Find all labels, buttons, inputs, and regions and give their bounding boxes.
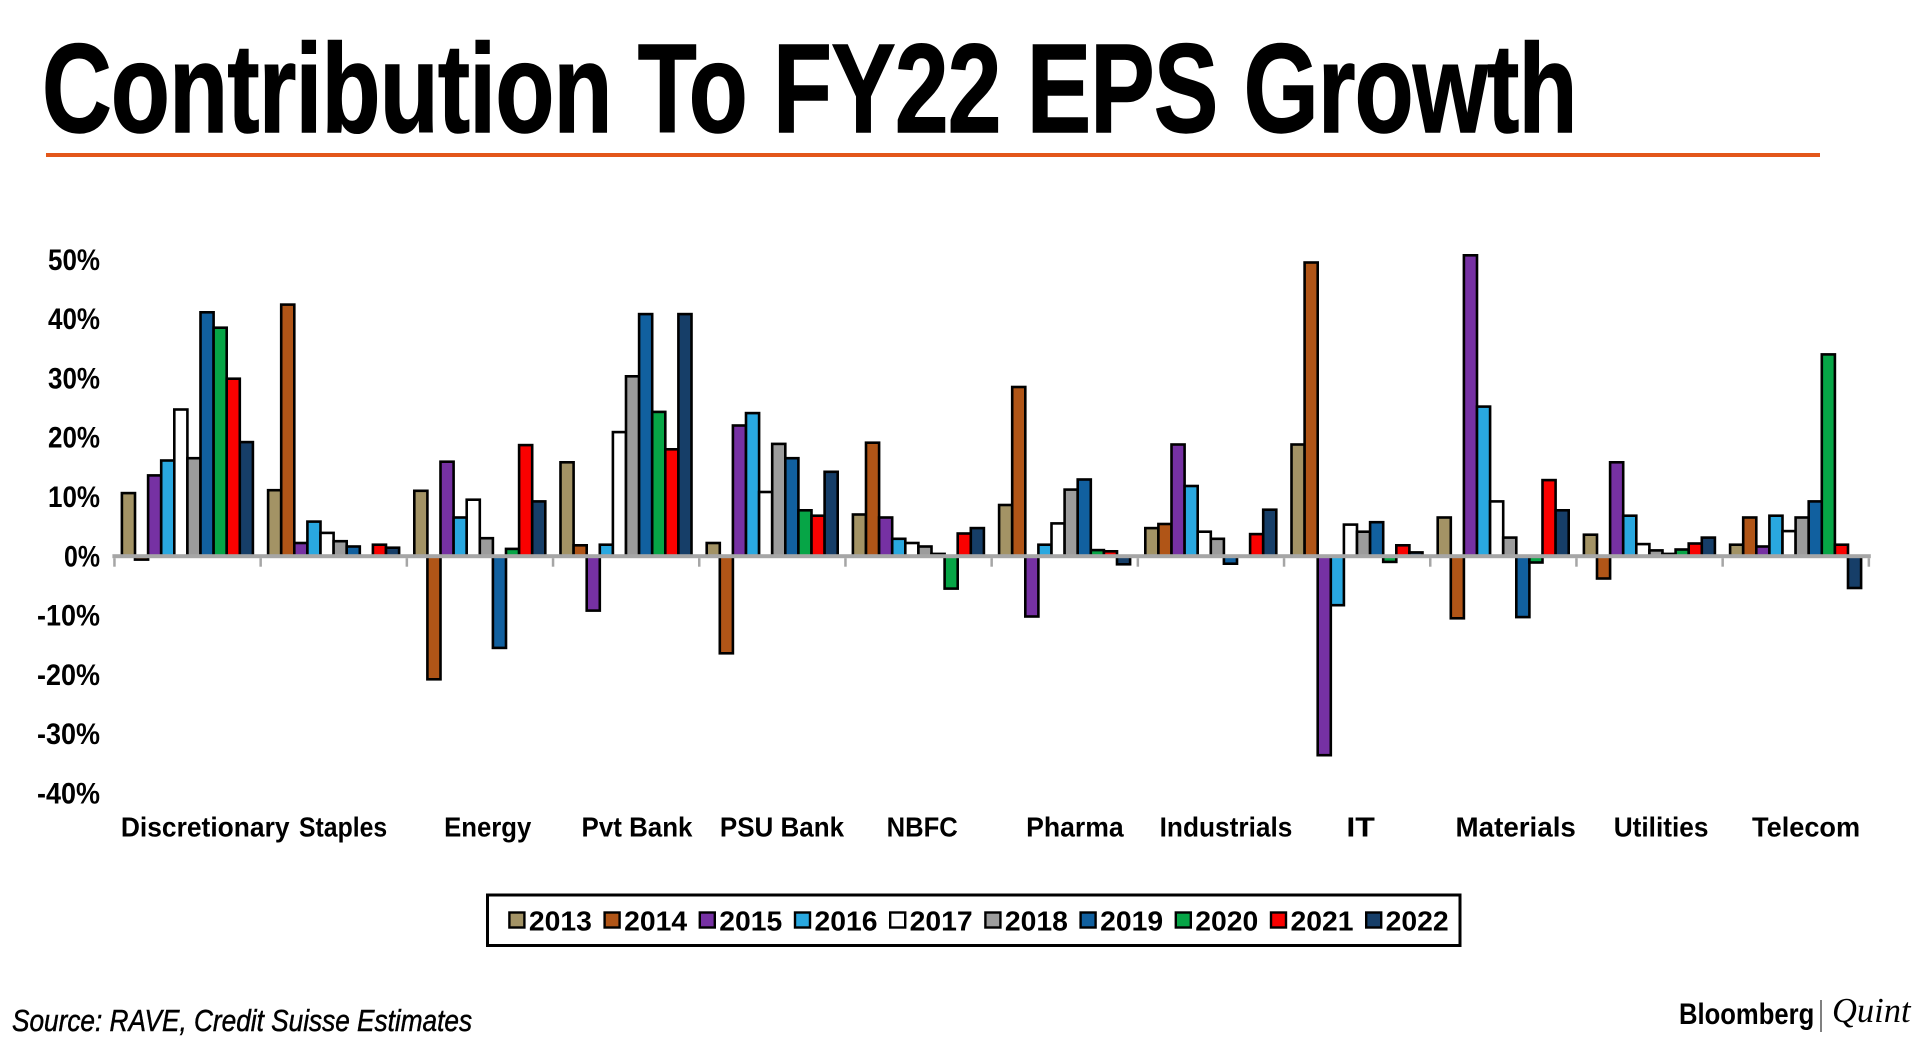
svg-text:Telecom: Telecom: [1752, 812, 1860, 843]
svg-text:-30%: -30%: [37, 718, 100, 751]
svg-text:30%: 30%: [48, 362, 100, 395]
svg-text:IT: IT: [1346, 812, 1375, 843]
svg-text:2015: 2015: [719, 906, 782, 937]
svg-text:PSU Bank: PSU Bank: [720, 812, 845, 843]
svg-text:2019: 2019: [1100, 906, 1163, 937]
svg-text:-20%: -20%: [37, 659, 100, 692]
svg-text:2013: 2013: [529, 906, 592, 937]
svg-text:Pvt Bank: Pvt Bank: [582, 812, 693, 843]
svg-text:2017: 2017: [910, 906, 973, 937]
svg-text:Discretionary: Discretionary: [121, 812, 290, 843]
svg-text:Utilities: Utilities: [1614, 812, 1709, 843]
svg-text:2020: 2020: [1195, 906, 1258, 937]
svg-text:40%: 40%: [48, 303, 100, 336]
svg-text:20%: 20%: [48, 422, 100, 455]
svg-text:2016: 2016: [815, 906, 878, 937]
svg-text:Staples: Staples: [299, 812, 387, 843]
svg-text:0%: 0%: [64, 540, 100, 573]
svg-text:50%: 50%: [48, 244, 100, 277]
svg-text:2021: 2021: [1291, 906, 1354, 937]
svg-text:10%: 10%: [48, 481, 100, 514]
svg-text:-40%: -40%: [37, 778, 100, 811]
svg-text:NBFC: NBFC: [887, 812, 958, 843]
svg-text:2014: 2014: [624, 906, 687, 937]
svg-text:Pharma: Pharma: [1026, 812, 1124, 843]
svg-text:Energy: Energy: [444, 812, 532, 843]
svg-text:2018: 2018: [1005, 906, 1068, 937]
svg-text:Industrials: Industrials: [1160, 812, 1293, 843]
svg-text:-10%: -10%: [37, 600, 100, 633]
svg-text:2022: 2022: [1386, 906, 1449, 937]
svg-text:Materials: Materials: [1456, 812, 1576, 843]
